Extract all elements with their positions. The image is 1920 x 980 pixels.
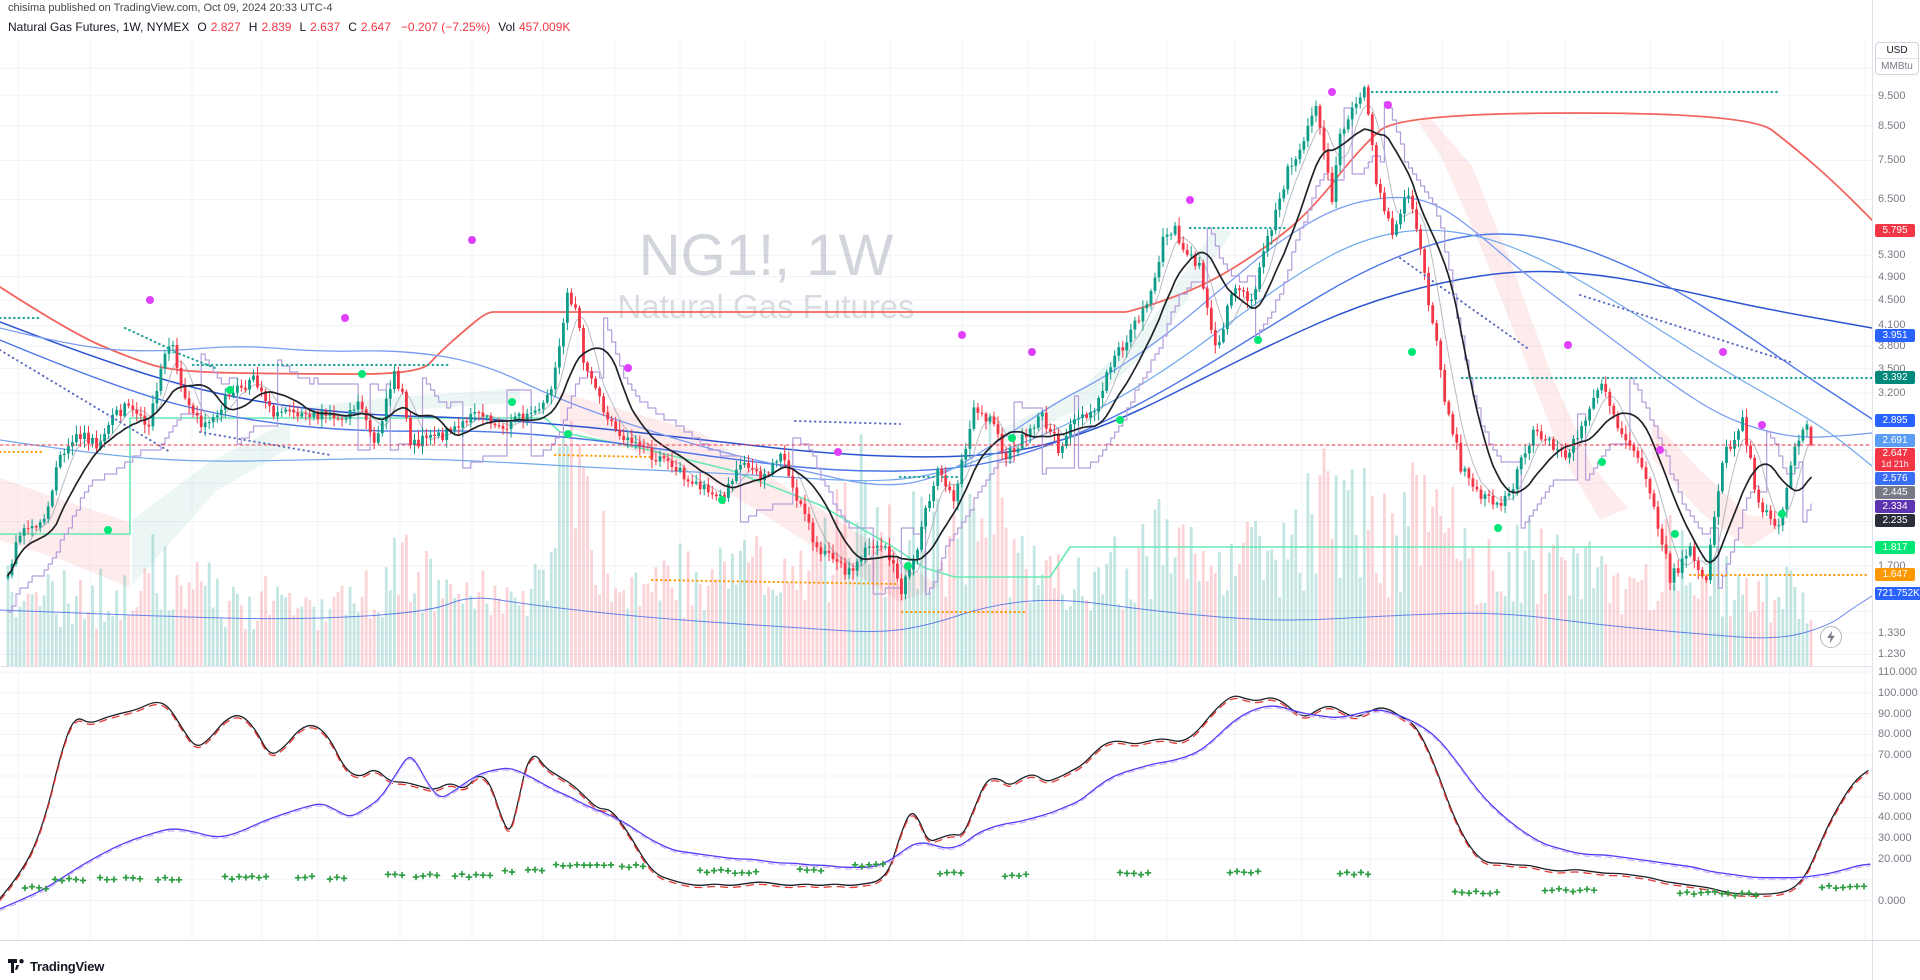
price-badge: 2.334 bbox=[1875, 499, 1915, 513]
blue-slow-ma bbox=[0, 270, 1873, 458]
close-label: C bbox=[348, 20, 357, 34]
price-badge: 3.392 bbox=[1875, 370, 1915, 384]
high-value: 2.839 bbox=[261, 20, 292, 34]
tradingview-logo-text: TradingView bbox=[30, 959, 105, 974]
red-baseline-line bbox=[0, 112, 1873, 375]
price-badge: 2.691 bbox=[1875, 433, 1915, 447]
price-badge: 1.817 bbox=[1875, 541, 1915, 555]
blue-mid-ma bbox=[0, 233, 1873, 472]
blue-fast-ma bbox=[0, 196, 1873, 486]
price-axis-label: 8.500 bbox=[1878, 120, 1906, 133]
price-axis-label: 4.900 bbox=[1878, 270, 1906, 283]
high-label: H bbox=[248, 20, 258, 34]
volume-ma-line bbox=[0, 595, 1873, 639]
tradingview-logo-icon bbox=[8, 959, 24, 973]
publish-attribution: chisima published on TradingView.com, Oc… bbox=[8, 2, 332, 14]
indicator-axis-label: 70.000 bbox=[1878, 749, 1912, 762]
change-value: −0.207 (−7.25%) bbox=[400, 20, 491, 34]
symbol-title[interactable]: Natural Gas Futures, 1W, NYMEX bbox=[8, 20, 190, 34]
oscillator-red-line bbox=[0, 697, 1869, 902]
pane-separator[interactable] bbox=[0, 666, 1872, 667]
indicator-axis-label: 80.000 bbox=[1878, 728, 1912, 741]
price-badge: 721.752K bbox=[1875, 587, 1920, 601]
plus-signal-markers bbox=[21, 860, 1868, 899]
price-badge: 3.951 bbox=[1875, 329, 1915, 342]
price-unit-box: USD MMBtu bbox=[1875, 42, 1919, 75]
countdown-timer: 1d 21h bbox=[1881, 458, 1909, 469]
candles bbox=[6, 84, 1813, 601]
indicator-axis-label: 90.000 bbox=[1878, 707, 1912, 720]
svg-text:Natural Gas Futures: Natural Gas Futures bbox=[617, 288, 914, 325]
axis-corner-line bbox=[1872, 940, 1920, 941]
price-axis-label: 4.100 bbox=[1878, 319, 1906, 332]
price-axis[interactable]: USD MMBtu 10.5009.5008.5007.5006.5005.30… bbox=[1872, 0, 1920, 980]
purple-trailing-step bbox=[7, 101, 1812, 613]
price-axis-label: 1.230 bbox=[1878, 648, 1906, 661]
time-axis[interactable] bbox=[0, 940, 1872, 963]
low-value: 2.637 bbox=[310, 20, 341, 34]
price-badge: 2.235 bbox=[1875, 513, 1915, 527]
price-axis-label: 5.300 bbox=[1878, 249, 1906, 262]
indicator-axis-label: 100.000 bbox=[1878, 686, 1918, 699]
price-axis-label: 9.500 bbox=[1878, 89, 1906, 102]
price-badge: 2.895 bbox=[1875, 414, 1915, 427]
indicator-axis-label: 110.000 bbox=[1878, 666, 1917, 679]
indicator-axis-label: 40.000 bbox=[1878, 811, 1912, 824]
quick-trade-button[interactable] bbox=[1820, 626, 1842, 648]
price-unit-currency: USD bbox=[1886, 45, 1908, 56]
dotted-levels bbox=[0, 90, 1874, 613]
oscillator-black-line bbox=[0, 695, 1869, 899]
gray-ma bbox=[7, 104, 1812, 576]
low-label: L bbox=[299, 20, 307, 34]
grid bbox=[0, 39, 1873, 941]
volume-bars bbox=[6, 421, 1813, 666]
ichimoku-cloud bbox=[0, 118, 1788, 602]
close-value: 2.647 bbox=[360, 20, 391, 34]
indicator-axis-label: 0.000 bbox=[1878, 894, 1906, 907]
open-value: 2.827 bbox=[210, 20, 241, 34]
price-badge: 1.647 bbox=[1875, 568, 1915, 582]
price-axis-label: 3.200 bbox=[1878, 387, 1906, 400]
price-unit-measure: MMBtu bbox=[1876, 58, 1918, 72]
tradingview-logo[interactable]: TradingView bbox=[8, 959, 104, 974]
oscillator-blue-line bbox=[0, 705, 1871, 910]
price-axis-label: 3.800 bbox=[1878, 340, 1906, 353]
lightning-icon bbox=[1827, 630, 1835, 644]
price-badge: 5.795 bbox=[1875, 224, 1915, 238]
price-axis-label: 1.330 bbox=[1878, 627, 1906, 640]
oscillator-purple-line bbox=[0, 707, 1871, 912]
indicator-axis-label: 50.000 bbox=[1878, 790, 1912, 803]
price-axis-label: 4.500 bbox=[1878, 293, 1906, 306]
publish-text: chisima published on TradingView.com, Oc… bbox=[8, 2, 333, 14]
open-label: O bbox=[197, 20, 207, 34]
volume-label: Vol bbox=[498, 20, 515, 34]
indicator-axis-label: 30.000 bbox=[1878, 832, 1912, 845]
svg-text:NG1!, 1W: NG1!, 1W bbox=[639, 223, 894, 288]
price-badge: 2.576 bbox=[1875, 471, 1915, 485]
volume-value: 457.009K bbox=[518, 20, 571, 34]
mint-support-line bbox=[0, 417, 1873, 578]
price-badge: 2.647 1d 21h bbox=[1875, 447, 1915, 471]
black-ma bbox=[7, 128, 1812, 577]
signal-markers bbox=[104, 88, 1786, 570]
price-axis-label: 6.500 bbox=[1878, 193, 1906, 206]
price-badge: 2.445 bbox=[1875, 485, 1915, 499]
price-axis-label: 7.500 bbox=[1878, 154, 1906, 167]
indicator-axis-label: 20.000 bbox=[1878, 852, 1912, 865]
